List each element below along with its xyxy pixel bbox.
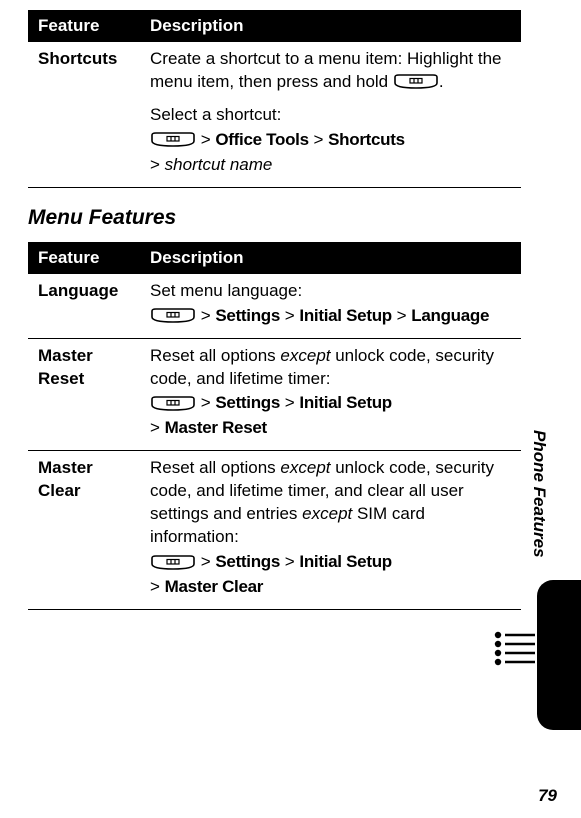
row-desc-shortcuts: Create a shortcut to a menu item: Highli… — [140, 42, 521, 187]
path-line: > Master Clear — [150, 576, 511, 599]
menu-key-icon — [393, 74, 439, 90]
menu-path-item: Initial Setup — [299, 306, 391, 325]
table-row: MasterClear Reset all options except unl… — [28, 451, 521, 610]
menu-path-item: Language — [411, 306, 489, 325]
table-row: Shortcuts Create a shortcut to a menu it… — [28, 42, 521, 187]
page: Feature Description Shortcuts Create a s… — [0, 0, 581, 818]
path-separator: > — [392, 306, 411, 325]
list-icon — [493, 630, 535, 673]
table-row: MasterReset Reset all options except unl… — [28, 338, 521, 451]
menu-key-icon — [150, 132, 196, 148]
path-separator: > — [280, 393, 299, 412]
side-label-phone-features: Phone Features — [529, 430, 549, 558]
path-separator: > — [196, 393, 215, 412]
thumb-tab — [537, 580, 581, 730]
path-separator: > — [150, 577, 165, 596]
italic-text: except — [280, 458, 330, 477]
menu-path-item: Initial Setup — [299, 393, 391, 412]
path-line: > Settings > Initial Setup > Language — [150, 305, 511, 328]
path-separator: > — [196, 130, 215, 149]
path-separator: > — [196, 552, 215, 571]
menu-path-item: Settings — [215, 393, 280, 412]
shortcuts-create-text: Create a shortcut to a menu item: Highli… — [150, 48, 511, 94]
row-name-master-clear: MasterClear — [28, 451, 140, 610]
col-header-feature-1: Feature — [28, 10, 140, 42]
menu-path-item: Master Clear — [165, 577, 263, 596]
row-name-shortcuts: Shortcuts — [28, 42, 140, 187]
language-desc: Set menu language: — [150, 280, 511, 303]
row-name-master-reset: MasterReset — [28, 338, 140, 451]
col-header-feature-2: Feature — [28, 242, 140, 274]
menu-path-item: Master Reset — [165, 418, 267, 437]
period: . — [439, 72, 444, 91]
path-separator: > — [196, 306, 215, 325]
text-span: Create a shortcut to a menu item: Highli… — [150, 49, 502, 91]
menu-path-item: Initial Setup — [299, 552, 391, 571]
col-header-description-1: Description — [140, 10, 521, 42]
path-line: > Master Reset — [150, 417, 511, 440]
menu-key-icon — [150, 396, 196, 412]
shortcuts-select-block: Select a shortcut: > Office Tools > Shor… — [150, 104, 511, 177]
table-row: Language Set menu language: > Settings >… — [28, 274, 521, 338]
row-desc-master-clear: Reset all options except unlock code, se… — [140, 451, 521, 610]
master-reset-desc: Reset all options except unlock code, se… — [150, 345, 511, 391]
path-line: > Office Tools > Shortcuts — [150, 129, 511, 152]
page-number: 79 — [538, 786, 557, 806]
row-desc-master-reset: Reset all options except unlock code, se… — [140, 338, 521, 451]
path-line: > Settings > Initial Setup — [150, 392, 511, 415]
menu-path-item: Shortcuts — [328, 130, 405, 149]
menu-path-item: Settings — [215, 552, 280, 571]
master-clear-desc: Reset all options except unlock code, se… — [150, 457, 511, 549]
shortcuts-table: Feature Description Shortcuts Create a s… — [28, 10, 521, 188]
italic-text: except — [302, 504, 352, 523]
menu-key-icon — [150, 555, 196, 571]
italic-text: except — [280, 346, 330, 365]
path-line: > Settings > Initial Setup — [150, 551, 511, 574]
menu-path-item: Settings — [215, 306, 280, 325]
path-separator: > — [150, 155, 165, 174]
row-name-language: Language — [28, 274, 140, 338]
path-line: > shortcut name — [150, 154, 511, 177]
select-shortcut-label: Select a shortcut: — [150, 104, 511, 127]
path-separator: > — [309, 130, 328, 149]
path-separator: > — [280, 306, 299, 325]
menu-path-placeholder: shortcut name — [165, 155, 273, 174]
row-desc-language: Set menu language: > Settings > Initial … — [140, 274, 521, 338]
path-separator: > — [150, 418, 165, 437]
menu-key-icon — [150, 308, 196, 324]
col-header-description-2: Description — [140, 242, 521, 274]
menu-path-item: Office Tools — [215, 130, 308, 149]
section-title-menu-features: Menu Features — [28, 206, 521, 230]
path-separator: > — [280, 552, 299, 571]
menu-features-table: Feature Description Language Set menu la… — [28, 242, 521, 610]
